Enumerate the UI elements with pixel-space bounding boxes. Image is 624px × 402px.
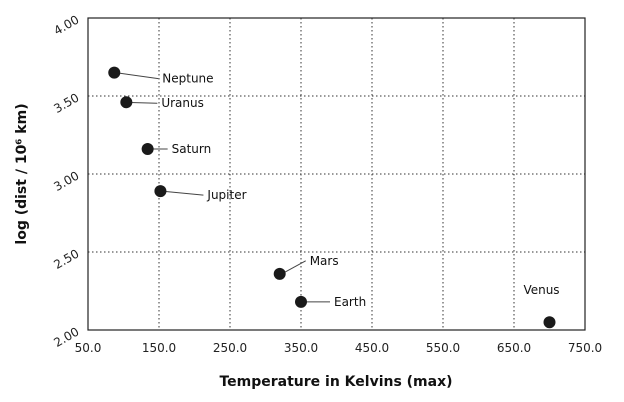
point-label: Uranus [161, 96, 204, 110]
leader-line [130, 101, 158, 104]
x-tick-label: 150.0 [142, 341, 176, 355]
y-tick-label: 3.50 [51, 90, 81, 115]
point-label: Jupiter [206, 188, 246, 202]
point-earth: Earth [295, 295, 366, 309]
point-label: Neptune [162, 72, 213, 86]
data-point-marker [543, 316, 556, 329]
x-tick-label: 650.0 [497, 341, 531, 355]
point-label: Saturn [172, 142, 212, 156]
x-tick-label: 750.0 [568, 341, 602, 355]
data-point-marker [273, 267, 286, 280]
y-tick-label: 3.00 [51, 168, 81, 193]
data-point-marker [108, 66, 121, 79]
point-neptune: Neptune [108, 66, 214, 86]
point-jupiter: Jupiter [154, 185, 247, 202]
data-point-marker [120, 96, 133, 109]
y-tick-labels: 2.002.503.003.504.00 [51, 12, 81, 349]
leader-line [118, 72, 159, 80]
x-tick-label: 250.0 [213, 341, 247, 355]
point-label: Mars [310, 254, 339, 268]
x-axis-title: Temperature in Kelvins (max) [219, 374, 452, 390]
y-axis-title: log (dist / 10⁶ km) [14, 103, 30, 244]
x-tick-label: 550.0 [426, 341, 460, 355]
data-point-marker [154, 185, 167, 198]
x-tick-label: 350.0 [284, 341, 318, 355]
point-mars: Mars [273, 254, 339, 280]
y-tick-label: 4.00 [51, 12, 81, 37]
point-saturn: Saturn [141, 142, 212, 156]
point-uranus: Uranus [120, 96, 204, 110]
data-points: Neptune Uranus Saturn Jupiter Mars Earth Venus [108, 66, 560, 329]
data-point-marker [141, 143, 154, 156]
point-venus: Venus [523, 283, 560, 329]
grid-lines [88, 18, 585, 330]
x-tick-labels: 50.0 150.0 250.0 350.0 450.0 550.0 650.0 750.0 [75, 341, 603, 355]
data-point-marker [295, 295, 307, 308]
x-tick-label: 50.0 [75, 341, 102, 355]
x-tick-label: 450.0 [355, 341, 389, 355]
y-tick-label: 2.50 [51, 246, 81, 271]
leader-line [164, 190, 204, 196]
plot-frame [87, 17, 586, 331]
plot-border [87, 17, 586, 331]
point-label: Venus [523, 283, 559, 297]
point-label: Earth [334, 295, 366, 309]
leader-line [283, 260, 306, 274]
